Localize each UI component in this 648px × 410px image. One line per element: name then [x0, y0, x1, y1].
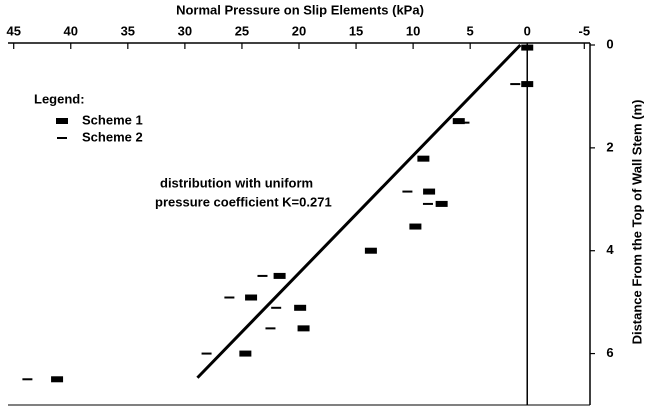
- annotation: pressure coefficient K=0.271: [155, 194, 332, 209]
- x-tick-label: 15: [349, 23, 363, 38]
- point: [51, 376, 64, 383]
- point: [297, 325, 310, 332]
- point: [239, 350, 252, 357]
- legend-title: Legend:: [34, 91, 85, 106]
- y-tick-label: 0: [606, 36, 613, 51]
- y-tick-label: 4: [606, 242, 614, 257]
- x-tick-label: 25: [235, 23, 249, 38]
- point: [521, 81, 534, 88]
- point: [521, 44, 534, 51]
- x-tick-label: -5: [579, 23, 591, 38]
- x-tick-label: 40: [64, 23, 78, 38]
- point: [364, 247, 377, 254]
- x-tick-label: 35: [121, 23, 135, 38]
- point: [245, 294, 258, 301]
- legend-symbol: [56, 118, 68, 124]
- annotation: distribution with uniform: [160, 175, 313, 190]
- point: [452, 118, 465, 125]
- point: [273, 272, 286, 279]
- y-tick-label: 2: [606, 139, 613, 154]
- point: [423, 188, 436, 195]
- x-tick-label: 0: [524, 23, 531, 38]
- point: [409, 223, 422, 230]
- x-tick-label: 5: [467, 23, 474, 38]
- y-tick-label: 6: [606, 345, 613, 360]
- x-tick-label: 30: [178, 23, 192, 38]
- legend-label: Scheme 2: [82, 129, 143, 144]
- legend-label: Scheme 1: [82, 112, 143, 127]
- x-tick-label: 20: [292, 23, 306, 38]
- reference-line: [196, 43, 522, 379]
- x-tick-label: 45: [6, 23, 20, 38]
- point: [435, 200, 448, 207]
- chart-title: Normal Pressure on Slip Elements (kPa): [176, 2, 424, 17]
- y-axis-label: Distance From the Top of Wall Stem (m): [629, 100, 644, 345]
- point: [417, 155, 430, 162]
- x-tick-label: 10: [406, 23, 420, 38]
- point: [294, 304, 307, 311]
